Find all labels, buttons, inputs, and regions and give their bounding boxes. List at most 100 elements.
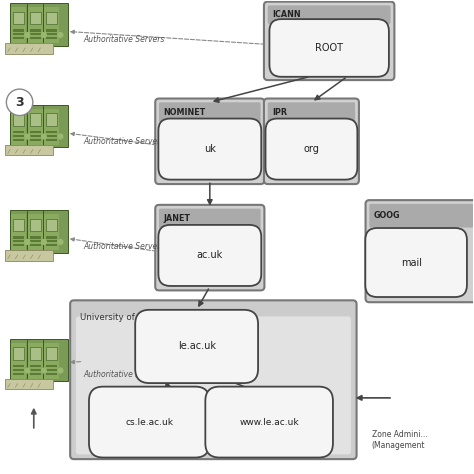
FancyBboxPatch shape (27, 105, 51, 147)
Text: uk: uk (204, 144, 216, 154)
FancyBboxPatch shape (30, 365, 41, 367)
FancyBboxPatch shape (45, 214, 59, 250)
FancyBboxPatch shape (13, 244, 24, 246)
FancyBboxPatch shape (46, 29, 57, 32)
Circle shape (25, 33, 30, 37)
FancyBboxPatch shape (28, 7, 43, 44)
FancyBboxPatch shape (10, 3, 35, 46)
Circle shape (25, 368, 30, 373)
FancyBboxPatch shape (11, 7, 26, 44)
FancyBboxPatch shape (46, 237, 57, 238)
Text: www.le.ac.uk: www.le.ac.uk (239, 418, 299, 427)
FancyBboxPatch shape (13, 131, 24, 133)
FancyBboxPatch shape (43, 105, 68, 147)
FancyBboxPatch shape (13, 365, 24, 367)
Text: University of Leicester: University of Leicester (80, 313, 176, 322)
FancyBboxPatch shape (159, 102, 261, 122)
Text: JANET: JANET (164, 214, 191, 223)
Text: ROOT: ROOT (315, 43, 343, 53)
FancyBboxPatch shape (205, 387, 333, 457)
FancyBboxPatch shape (46, 135, 57, 137)
FancyBboxPatch shape (268, 102, 355, 122)
Circle shape (42, 368, 46, 373)
FancyBboxPatch shape (28, 343, 43, 379)
Circle shape (42, 239, 46, 244)
FancyBboxPatch shape (27, 3, 51, 46)
FancyBboxPatch shape (155, 205, 264, 291)
FancyBboxPatch shape (11, 109, 26, 145)
FancyBboxPatch shape (28, 214, 43, 250)
Circle shape (58, 33, 63, 37)
FancyBboxPatch shape (46, 113, 57, 126)
FancyBboxPatch shape (43, 338, 68, 381)
FancyBboxPatch shape (76, 317, 351, 455)
FancyBboxPatch shape (30, 240, 41, 242)
FancyBboxPatch shape (10, 105, 35, 147)
FancyBboxPatch shape (30, 373, 41, 375)
Circle shape (58, 134, 63, 139)
FancyBboxPatch shape (265, 118, 357, 180)
FancyBboxPatch shape (46, 347, 57, 360)
FancyBboxPatch shape (13, 373, 24, 375)
FancyBboxPatch shape (30, 347, 41, 360)
FancyBboxPatch shape (264, 99, 359, 184)
Circle shape (42, 134, 46, 139)
FancyBboxPatch shape (13, 237, 24, 238)
FancyBboxPatch shape (158, 118, 261, 180)
FancyBboxPatch shape (30, 135, 41, 137)
FancyBboxPatch shape (268, 5, 391, 24)
Text: le.ac.uk: le.ac.uk (178, 341, 216, 351)
FancyBboxPatch shape (30, 33, 41, 36)
FancyBboxPatch shape (30, 139, 41, 141)
FancyBboxPatch shape (30, 369, 41, 371)
Text: IPR: IPR (273, 108, 287, 117)
FancyBboxPatch shape (369, 204, 474, 228)
FancyBboxPatch shape (13, 113, 24, 126)
FancyBboxPatch shape (13, 33, 24, 36)
FancyBboxPatch shape (45, 343, 59, 379)
Text: ICANN: ICANN (273, 10, 301, 19)
FancyBboxPatch shape (46, 139, 57, 141)
FancyBboxPatch shape (269, 19, 389, 77)
FancyBboxPatch shape (27, 210, 51, 253)
FancyBboxPatch shape (13, 37, 24, 39)
Text: org: org (303, 144, 319, 154)
FancyBboxPatch shape (46, 131, 57, 133)
FancyBboxPatch shape (70, 301, 356, 459)
FancyBboxPatch shape (46, 219, 57, 231)
FancyBboxPatch shape (135, 310, 258, 383)
FancyBboxPatch shape (13, 240, 24, 242)
FancyBboxPatch shape (30, 113, 41, 126)
FancyBboxPatch shape (46, 373, 57, 375)
FancyBboxPatch shape (13, 135, 24, 137)
FancyBboxPatch shape (13, 369, 24, 371)
Text: Authoritative Servers: Authoritative Servers (83, 137, 165, 146)
FancyBboxPatch shape (13, 11, 24, 24)
FancyBboxPatch shape (13, 347, 24, 360)
FancyBboxPatch shape (45, 7, 59, 44)
FancyBboxPatch shape (89, 387, 210, 457)
Circle shape (42, 33, 46, 37)
FancyBboxPatch shape (46, 365, 57, 367)
Text: mail: mail (401, 257, 422, 267)
FancyBboxPatch shape (43, 3, 68, 46)
Text: cs.le.ac.uk: cs.le.ac.uk (125, 418, 173, 427)
FancyBboxPatch shape (13, 29, 24, 32)
FancyBboxPatch shape (30, 29, 41, 32)
FancyBboxPatch shape (365, 200, 474, 302)
FancyBboxPatch shape (45, 109, 59, 145)
FancyBboxPatch shape (46, 33, 57, 36)
Text: Zone Admini...
(Management: Zone Admini... (Management (372, 430, 428, 450)
FancyBboxPatch shape (13, 139, 24, 141)
Text: GOOG: GOOG (374, 211, 401, 220)
FancyBboxPatch shape (28, 109, 43, 145)
FancyBboxPatch shape (30, 37, 41, 39)
Circle shape (25, 134, 30, 139)
Text: Authoritative Servers: Authoritative Servers (83, 35, 165, 44)
FancyBboxPatch shape (5, 250, 53, 261)
FancyBboxPatch shape (27, 338, 51, 381)
FancyBboxPatch shape (46, 37, 57, 39)
FancyBboxPatch shape (5, 145, 53, 155)
FancyBboxPatch shape (10, 210, 35, 253)
FancyBboxPatch shape (158, 225, 261, 286)
